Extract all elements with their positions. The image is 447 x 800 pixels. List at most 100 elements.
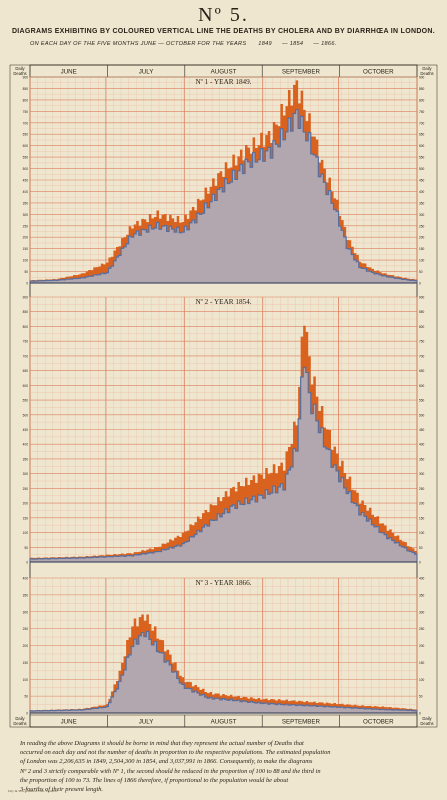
y-tick-label: 800 — [23, 98, 29, 102]
note-line: the proportion of 100 to 73. The lines o… — [20, 776, 289, 784]
y-tick-label: 550 — [23, 399, 29, 403]
y-tick-label: 500 — [23, 413, 29, 417]
y-tick-label: 450 — [23, 428, 29, 432]
y-tick-label: 400 — [23, 443, 29, 447]
imprint: Day & Son, Limited, Lith. London. — [8, 789, 58, 793]
y-tick-label-right: 300 — [419, 610, 425, 614]
y-tick-label: 100 — [23, 678, 29, 682]
month-label-october: OCTOBER — [363, 719, 394, 726]
y-tick-label: 750 — [23, 110, 29, 114]
month-label-august: AUGUST — [211, 719, 237, 726]
y-tick-label: 450 — [23, 179, 29, 183]
series-diarrhoea — [29, 366, 418, 563]
y-tick-label: 900 — [23, 296, 29, 300]
plate-number: Nº 5. — [198, 4, 249, 26]
y-tick-label-right: 50 — [419, 270, 423, 274]
y-tick-label-right: 50 — [419, 546, 423, 550]
y-tick-label: 250 — [23, 627, 29, 631]
y-tick-label: 850 — [23, 87, 29, 91]
y-tick-label: 50 — [24, 695, 28, 699]
y-tick-label: 300 — [23, 472, 29, 476]
y-tick-label-right: 150 — [419, 247, 425, 251]
y-tick-label-right: 150 — [419, 661, 425, 665]
outer-frame — [9, 64, 438, 728]
y-tick-label: 250 — [23, 487, 29, 491]
y-tick-label: 800 — [23, 325, 29, 329]
diagram-panel-2 — [29, 296, 418, 563]
y-tick-label: 100 — [23, 259, 29, 263]
y-tick-label: 350 — [23, 201, 29, 205]
month-label-august: AUGUST — [211, 69, 237, 76]
y-tick-label: 0 — [26, 561, 28, 565]
axis-label-deaths-right: Deaths — [420, 71, 433, 76]
y-tick-label: 0 — [26, 712, 28, 716]
y-tick-label: 300 — [23, 610, 29, 614]
subtitle-lead: ON EACH DAY OF THE FIVE MONTHS JUNE — OC… — [30, 41, 247, 47]
subtitle-year-1849: 1849 — [258, 41, 272, 47]
month-label-september: SEPTEMBER — [282, 719, 321, 726]
y-tick-label: 700 — [23, 121, 29, 125]
y-tick-label-right: 800 — [419, 325, 425, 329]
y-tick-label-right: 300 — [419, 472, 425, 476]
y-tick-label-right: 100 — [419, 678, 425, 682]
y-tick-label-right: 250 — [419, 224, 425, 228]
y-tick-label-right: 500 — [419, 413, 425, 417]
note-line: of London was 2,206,635 in 1849, 2,504,3… — [20, 758, 313, 766]
panel-title-3: Nº 3 - YEAR 1866. — [195, 579, 251, 587]
y-tick-label-right: 250 — [419, 487, 425, 491]
y-tick-label: 200 — [23, 644, 29, 648]
subtitle-year-1866: 1866. — [321, 41, 337, 47]
y-tick-label: 600 — [23, 144, 29, 148]
axis-label-daily: Daily — [15, 66, 25, 71]
month-label-october: OCTOBER — [363, 69, 394, 76]
y-tick-label-right: 100 — [419, 259, 425, 263]
month-label-june: JUNE — [61, 719, 77, 726]
axis-label-daily-right: Daily — [422, 716, 432, 721]
y-tick-label-right: 350 — [419, 457, 425, 461]
note-line: 3-fourths of their present length. — [20, 786, 104, 794]
y-tick-label-right: 850 — [419, 87, 425, 91]
y-tick-label: 150 — [23, 661, 29, 665]
y-tick-label: 850 — [23, 310, 29, 314]
y-tick-label-right: 300 — [419, 213, 425, 217]
y-tick-label: 200 — [23, 236, 29, 240]
panel-title-2: Nº 2 - YEAR 1854. — [195, 298, 251, 306]
panel-title-1: Nº 1 - YEAR 1849. — [195, 78, 251, 86]
note-line: In reading the above Diagrams it should … — [20, 740, 304, 747]
y-tick-label: 50 — [24, 270, 28, 274]
y-tick-label-right: 550 — [419, 156, 425, 160]
y-tick-label: 650 — [23, 133, 29, 137]
month-label-july: JULY — [139, 69, 154, 76]
y-tick-label: 650 — [23, 369, 29, 373]
y-tick-label-right: 600 — [419, 384, 425, 388]
month-label-june: JUNE — [61, 69, 77, 76]
y-tick-label-right: 0 — [419, 282, 421, 286]
y-tick-label-right: 200 — [419, 644, 425, 648]
axis-label-deaths: Deaths — [13, 721, 26, 726]
y-tick-label: 550 — [23, 156, 29, 160]
subtitle-year-1854: 1854 — [289, 41, 304, 47]
y-tick-label-right: 850 — [419, 310, 425, 314]
month-label-july: JULY — [139, 719, 154, 726]
series-diarrhoea — [29, 109, 418, 284]
y-tick-label-right: 400 — [419, 190, 425, 194]
y-tick-label: 900 — [23, 76, 29, 80]
y-tick-label: 150 — [23, 247, 29, 251]
y-tick-label-right: 0 — [419, 561, 421, 565]
y-tick-label-right: 700 — [419, 354, 425, 358]
series-diarrhoea — [29, 630, 418, 714]
y-tick-label: 350 — [23, 457, 29, 461]
y-tick-label: 300 — [23, 213, 29, 217]
y-tick-label-right: 750 — [419, 110, 425, 114]
y-tick-label-right: 350 — [419, 201, 425, 205]
y-tick-label-right: 600 — [419, 144, 425, 148]
diagram-panel-3 — [29, 577, 418, 714]
y-tick-label-right: 650 — [419, 133, 425, 137]
y-tick-label-right: 0 — [419, 712, 421, 716]
main-title: DIAGRAMS EXHIBITING BY COLOURED VERTICAL… — [11, 28, 436, 35]
y-tick-label-right: 450 — [419, 179, 425, 183]
y-tick-label-right: 550 — [419, 399, 425, 403]
y-tick-label-right: 650 — [419, 369, 425, 373]
axis-label-deaths-right: Deaths — [420, 721, 433, 726]
